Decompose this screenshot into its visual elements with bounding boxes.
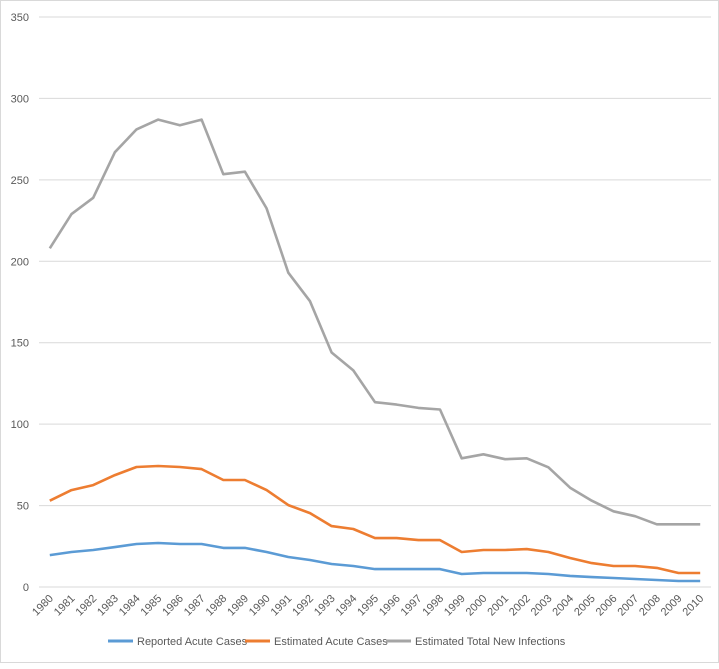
x-tick-label: 1989 (225, 593, 251, 619)
x-tick-label: 2008 (637, 593, 663, 619)
legend-item: Estimated Acute Cases (245, 636, 388, 648)
x-tick-label: 1995 (355, 593, 381, 619)
x-tick-label: 2005 (572, 593, 598, 619)
x-tick-label: 2010 (680, 593, 706, 619)
x-tick-label: 1981 (52, 593, 78, 619)
legend-label: Estimated Acute Cases (274, 636, 388, 648)
x-tick-label: 1999 (442, 593, 468, 619)
y-tick-label: 350 (11, 12, 29, 24)
y-tick-label: 150 (11, 338, 29, 350)
x-tick-label: 1986 (160, 593, 186, 619)
x-tick-label: 1982 (74, 593, 100, 619)
x-tick-label: 1993 (312, 593, 338, 619)
series-line-0 (50, 543, 700, 581)
x-tick-label: 1980 (30, 593, 56, 619)
x-tick-label: 2001 (485, 593, 511, 619)
y-tick-label: 50 (17, 501, 29, 513)
x-tick-label: 1998 (420, 593, 446, 619)
x-tick-label: 1997 (399, 593, 425, 619)
x-tick-label: 2009 (659, 593, 685, 619)
series-line-1 (50, 466, 700, 573)
x-tick-label: 1994 (334, 593, 360, 619)
legend-label: Estimated Total New Infections (415, 636, 566, 648)
y-tick-label: 200 (11, 256, 29, 268)
x-tick-label: 2006 (594, 593, 620, 619)
x-tick-label: 2000 (464, 593, 490, 619)
x-tick-label: 1985 (139, 593, 165, 619)
x-tick-label: 1988 (204, 593, 230, 619)
x-tick-label: 1996 (377, 593, 403, 619)
x-tick-label: 1984 (117, 593, 143, 619)
x-tick-label: 1983 (95, 593, 121, 619)
x-tick-label: 2002 (507, 593, 533, 619)
y-tick-label: 100 (11, 419, 29, 431)
legend-item: Reported Acute Cases (108, 636, 248, 648)
x-tick-label: 1987 (182, 593, 208, 619)
x-tick-label: 2003 (529, 593, 555, 619)
x-tick-label: 1991 (269, 593, 295, 619)
legend-label: Reported Acute Cases (137, 636, 248, 648)
x-tick-label: 1992 (290, 593, 316, 619)
y-tick-label: 0 (23, 582, 29, 594)
x-tick-label: 2004 (550, 593, 576, 619)
x-tick-label: 2007 (615, 593, 641, 619)
y-tick-label: 300 (11, 93, 29, 105)
x-tick-label: 1990 (247, 593, 273, 619)
y-tick-label: 250 (11, 175, 29, 187)
legend-item: Estimated Total New Infections (386, 636, 566, 648)
